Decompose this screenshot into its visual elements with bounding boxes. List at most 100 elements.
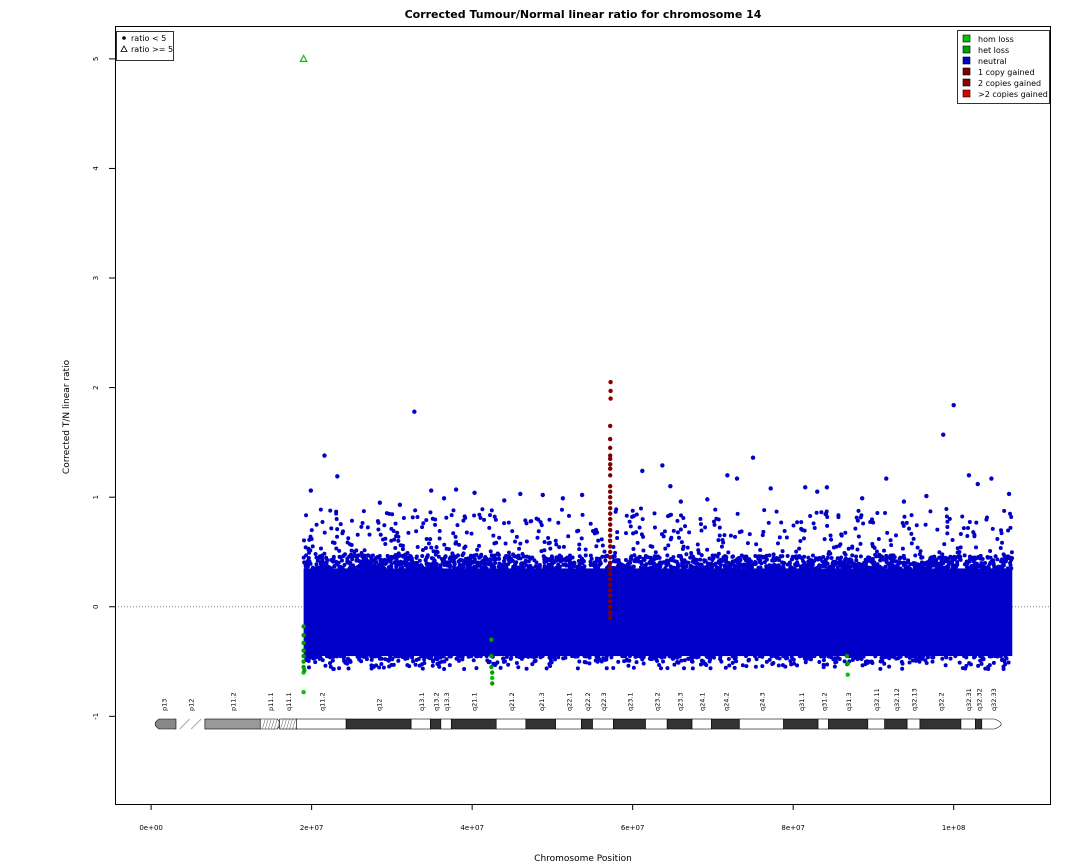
neutral-point (410, 655, 415, 660)
neutral-point (447, 663, 452, 668)
neutral-point (780, 560, 785, 565)
neutral-point (652, 511, 657, 516)
neutral-point (735, 511, 740, 516)
het-loss-point (301, 624, 306, 629)
neutral-point (888, 538, 893, 543)
neutral-point (705, 547, 710, 552)
neutral-point (664, 563, 669, 568)
neutral-point (422, 660, 427, 665)
neutral-point (901, 523, 906, 528)
neutral-point (843, 556, 848, 561)
het-loss-point (489, 637, 494, 642)
neutral-point (898, 555, 903, 560)
het-loss-point (301, 664, 306, 670)
neutral-point (420, 553, 425, 558)
neutral-point (367, 532, 372, 537)
neutral-point (654, 565, 659, 570)
neutral-point (694, 557, 699, 562)
neutral-point (825, 662, 830, 667)
neutral-point (809, 564, 814, 569)
neutral-point (393, 654, 398, 659)
neutral-point (434, 545, 439, 550)
ideogram-band-label: q24.3 (758, 692, 766, 711)
neutral-point (810, 553, 815, 558)
neutral-point (348, 659, 353, 664)
y-tick-label: 4 (92, 166, 100, 171)
x-tick-label: 1e+08 (942, 824, 966, 832)
neutral-point (677, 535, 682, 540)
neutral-point (546, 536, 551, 541)
neutral-point (472, 553, 477, 558)
neutral-point (665, 666, 670, 671)
neutral-point (462, 667, 467, 672)
neutral-point (377, 654, 382, 659)
y-tick-label: 3 (92, 276, 100, 280)
neutral-point (958, 532, 963, 537)
neutral-point (318, 656, 323, 661)
neutral-point (613, 550, 618, 555)
neutral-point (409, 565, 414, 570)
neutral-point (518, 541, 523, 546)
neutral-point (842, 659, 847, 664)
neutral-point (835, 556, 840, 561)
neutral-point (334, 546, 339, 551)
neutral-point (414, 555, 419, 560)
neutral-point (465, 566, 470, 571)
1-copy-gained-point (607, 593, 613, 599)
ideogram-hatch (289, 718, 293, 730)
neutral-point (695, 542, 700, 547)
neutral-point (988, 548, 993, 553)
neutral-point (687, 530, 692, 535)
neutral-point (759, 554, 764, 559)
neutral-point (488, 549, 493, 554)
neutral-point (843, 530, 848, 535)
neutral-point (570, 654, 575, 659)
ideogram-band-label: q11.1 (285, 692, 293, 711)
neutral-point (748, 566, 753, 571)
neutral-point (647, 566, 652, 571)
neutral-point (524, 539, 529, 544)
neutral-point (891, 563, 896, 568)
1-copy-gained-point (607, 522, 613, 527)
neutral-point (917, 552, 922, 557)
ideogram-hatch (274, 718, 278, 730)
neutral-point (812, 525, 817, 530)
neutral-point (401, 515, 406, 520)
neutral-point (631, 546, 636, 551)
neutral-point (388, 654, 393, 659)
neutral-point (404, 655, 409, 660)
neutral-point (908, 562, 913, 567)
neutral-point (808, 513, 813, 518)
neutral-point (566, 513, 571, 518)
neutral-point (429, 488, 434, 493)
ideogram-hatch (268, 718, 272, 730)
neutral-point (421, 654, 426, 659)
neutral-point (349, 518, 354, 523)
neutral-point (452, 565, 457, 570)
neutral-point (910, 658, 915, 663)
neutral-point (304, 513, 309, 518)
neutral-point (1009, 566, 1014, 571)
neutral-point (575, 529, 580, 534)
neutral-point (884, 559, 889, 564)
neutral-point (709, 562, 714, 567)
neutral-point (501, 656, 506, 661)
neutral-point (662, 654, 667, 659)
neutral-point (306, 665, 311, 670)
neutral-point (455, 523, 460, 528)
neutral-point (583, 553, 588, 558)
neutral-point (952, 555, 957, 560)
neutral-point (806, 555, 811, 560)
neutral-point (716, 538, 721, 543)
neutral-point (657, 561, 662, 566)
neutral-point (726, 657, 731, 662)
neutral-point (320, 520, 325, 525)
neutral-point (488, 557, 493, 562)
neutral-point (737, 530, 742, 535)
neutral-point (534, 560, 539, 565)
ideogram-band-label: q21.2 (508, 692, 516, 711)
neutral-point (679, 658, 684, 663)
neutral-point (679, 540, 684, 545)
legend-right-label: >2 copies gained (978, 90, 1048, 99)
neutral-point (363, 559, 368, 564)
